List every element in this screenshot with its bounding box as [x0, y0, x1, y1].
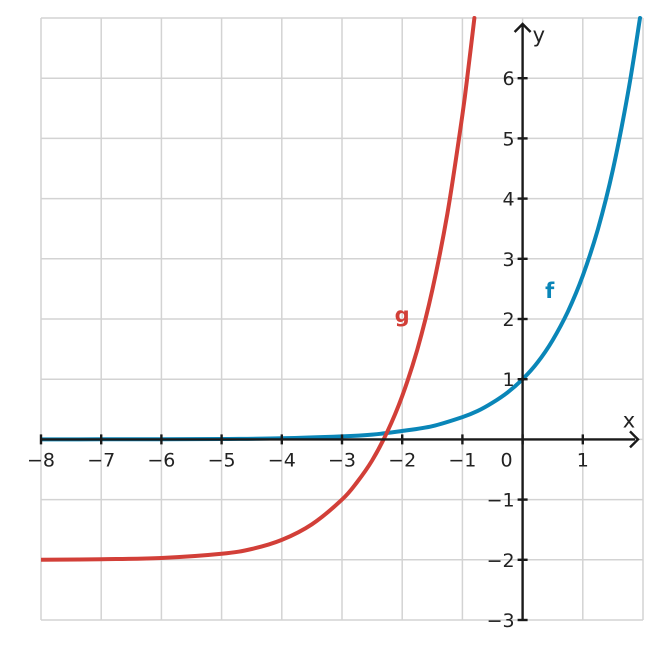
- y-tick-label: −2: [487, 550, 515, 572]
- x-axis-label: x: [623, 408, 635, 432]
- y-axis-arrow: [513, 22, 532, 33]
- y-tick-label: 2: [503, 309, 515, 331]
- x-tick-label: −8: [27, 449, 55, 471]
- x-tick-label: −1: [448, 449, 476, 471]
- grid: [40, 17, 644, 621]
- y-tick-label: 5: [503, 128, 515, 150]
- x-tick-label: −7: [87, 449, 115, 471]
- labels: −8 −7 −6 −5 −4 −3 −2 −1 0 1 −3 −2 −1 1 2 3 4 5 6 x y f g: [27, 23, 635, 632]
- x-tick-label: 1: [577, 449, 589, 471]
- y-tick-label: 1: [503, 369, 515, 391]
- y-axis-label: y: [533, 23, 545, 47]
- x-tick-label: 0: [501, 449, 513, 471]
- y-tick-label: 3: [503, 249, 515, 271]
- x-tick-label: −4: [268, 449, 296, 471]
- x-tick-label: −3: [328, 449, 356, 471]
- x-axis-arrow: [629, 430, 640, 449]
- y-tick-label: 4: [503, 189, 515, 211]
- series-g-label: g: [395, 303, 410, 327]
- x-tick-label: −2: [388, 449, 416, 471]
- ticks: [39, 76, 584, 622]
- series-g-line: [41, 16, 477, 562]
- axes: [41, 22, 640, 620]
- series-f-label: f: [545, 279, 555, 303]
- x-tick-label: −5: [208, 449, 236, 471]
- x-tick-label: −6: [147, 449, 175, 471]
- series-f-line: [41, 16, 642, 442]
- y-tick-label: −1: [487, 490, 515, 512]
- y-tick-label: −3: [487, 610, 515, 632]
- y-tick-label: 6: [503, 68, 515, 90]
